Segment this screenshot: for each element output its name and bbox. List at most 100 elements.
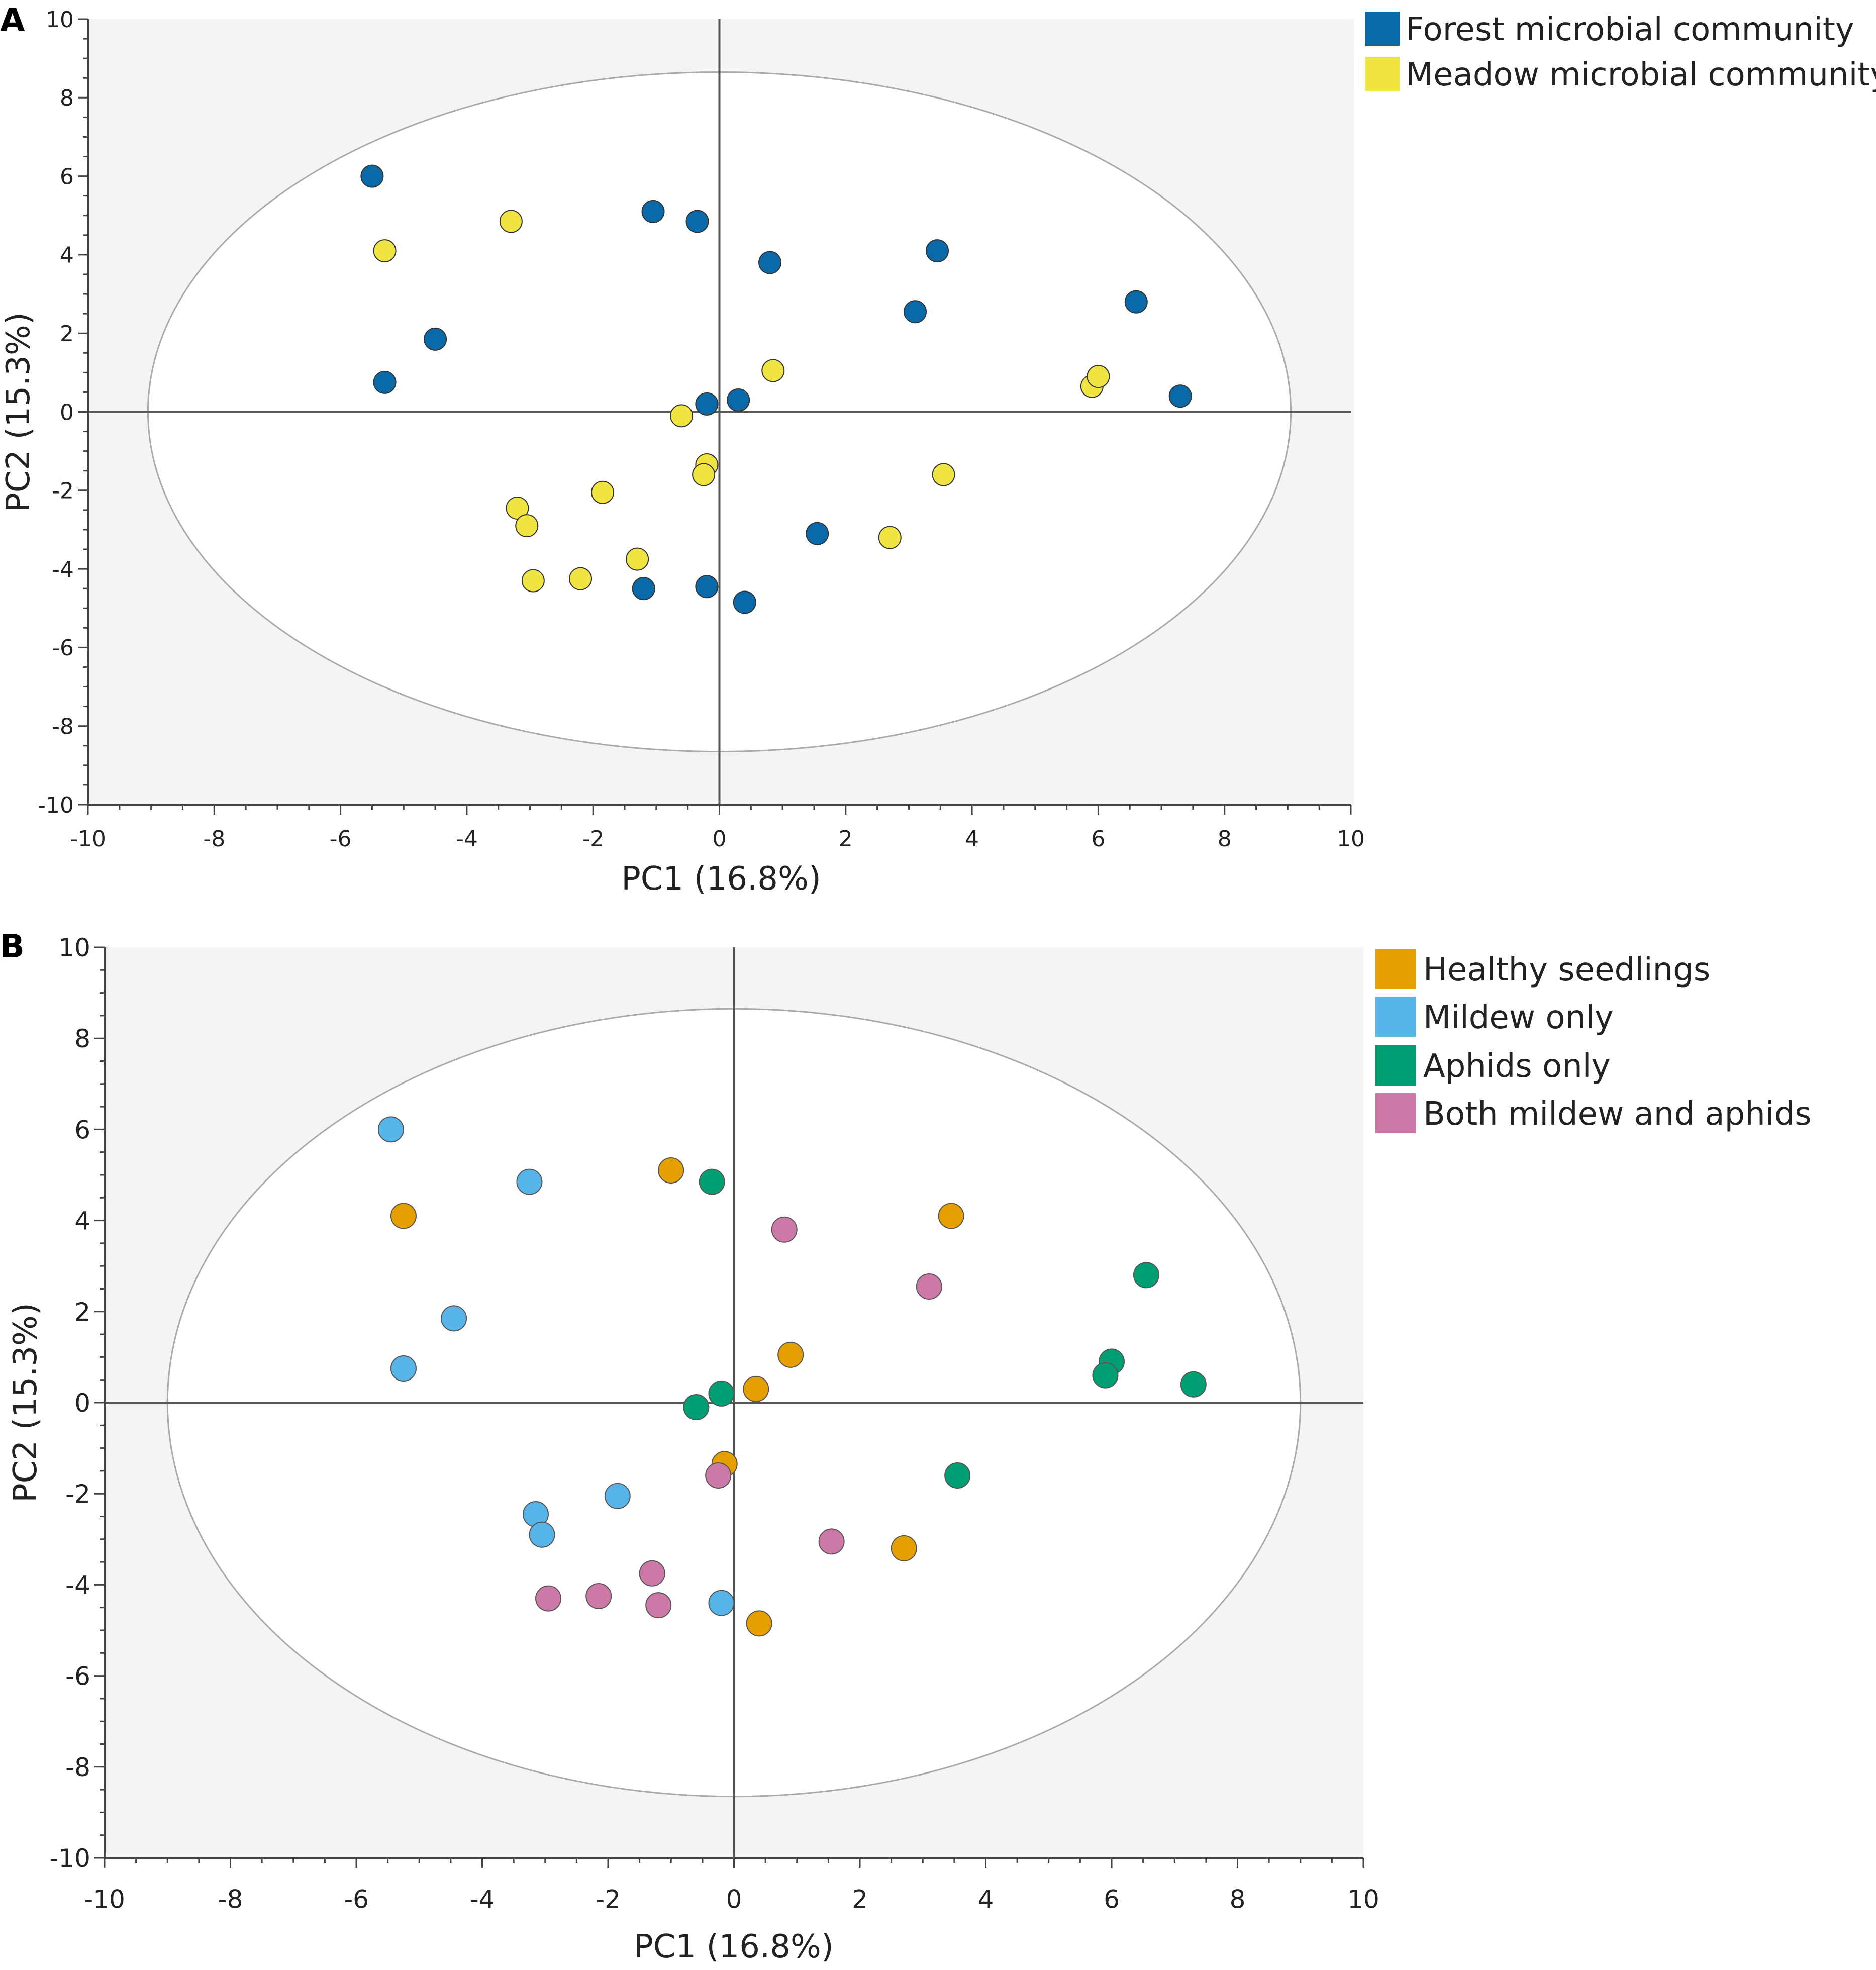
panel-b-point-mildew-only — [604, 1483, 631, 1509]
legend-swatch-meadow — [1365, 57, 1400, 91]
panel-a-point-meadow-microbial-community — [591, 480, 615, 504]
panel-a-point-meadow-microbial-community — [878, 526, 902, 549]
legend-label-aphids: Aphids only — [1423, 1048, 1610, 1085]
legend-swatch-mildew — [1375, 997, 1416, 1037]
panel-a-y-tick-label: 2 — [60, 321, 74, 347]
panel-a-point-meadow-microbial-community — [521, 569, 545, 593]
panel-b-x-tick-label: -10 — [84, 1885, 125, 1914]
panel-a-x-tick-label: -2 — [582, 826, 604, 852]
panel-a-y-tick-label: -10 — [38, 793, 74, 818]
panel-b-point-both-mildew-and-aphids — [645, 1592, 672, 1619]
panel-b-point-mildew-only — [390, 1355, 417, 1382]
panel-a-point-meadow-microbial-community — [569, 567, 593, 590]
panel-a-points — [360, 164, 1192, 614]
panel-b-point-healthy-seedlings — [746, 1610, 772, 1637]
panel-a-x-tick-label: 8 — [1218, 826, 1232, 852]
panel-b-y-tick-label: -10 — [49, 1844, 90, 1873]
panel-b: B -10 -8 -6 -4 -2 0 2 4 6 8 10 10 8 6 4 2 0 -2 -4 -6 -8 -10 P… — [0, 928, 1812, 1965]
legend-swatch-healthy — [1375, 949, 1416, 989]
panel-b-x-tick-label: 4 — [978, 1885, 994, 1914]
panel-b-point-both-mildew-and-aphids — [771, 1216, 798, 1243]
panel-a-point-forest-microbial-community — [1168, 384, 1192, 408]
panel-a-point-meadow-microbial-community — [761, 359, 785, 382]
panel-a-y-tick-label: 0 — [60, 400, 74, 425]
panel-b-point-healthy-seedlings — [938, 1203, 964, 1229]
panel-b-x-tick-label: -8 — [218, 1885, 243, 1914]
panel-a-point-forest-microbial-community — [632, 577, 655, 601]
panel-a: A -10 -8 -6 -4 -2 0 2 4 6 8 10 10 8 6 4 2 0 -2 -4 -6 -8 -10 P… — [0, 2, 1876, 898]
panel-a-point-forest-microbial-community — [373, 370, 397, 394]
panel-b-point-aphids-only — [699, 1168, 725, 1195]
panel-b-point-mildew-only — [708, 1590, 735, 1616]
panel-a-point-meadow-microbial-community — [1087, 365, 1110, 388]
panel-b-x-tick-label: -4 — [470, 1885, 495, 1914]
panel-a-point-forest-microbial-community — [925, 239, 949, 263]
panel-a-point-forest-microbial-community — [424, 327, 447, 351]
panel-b-x-tick-label: 2 — [852, 1885, 868, 1914]
panel-b-point-mildew-only — [377, 1116, 404, 1143]
panel-b-point-mildew-only — [441, 1305, 467, 1332]
panel-a-x-tick-label: 10 — [1337, 826, 1365, 852]
panel-a-y-tick-label: -4 — [52, 557, 74, 582]
panel-a-point-forest-microbial-community — [733, 590, 756, 614]
panel-b-x-tick-label: 0 — [726, 1885, 742, 1914]
panel-a-point-meadow-microbial-community — [373, 239, 397, 263]
legend-label-meadow: Meadow microbial community — [1406, 56, 1876, 93]
panel-b-point-both-mildew-and-aphids — [705, 1462, 732, 1489]
legend-label-forest: Forest microbial community — [1406, 11, 1854, 48]
panel-a-point-forest-microbial-community — [758, 251, 782, 274]
panel-b-x-axis-title: PC1 (16.8%) — [634, 1928, 834, 1965]
panel-a-axes: -10 -8 -6 -4 -2 0 2 4 6 8 10 10 8 6 4 2 0 -2 -4 -6 -8 -10 — [38, 7, 1365, 852]
panel-a-x-tick-label: -8 — [203, 826, 225, 852]
legend-swatch-forest — [1365, 12, 1400, 46]
panel-a-letter: A — [0, 2, 25, 39]
panel-b-y-tick-label: -8 — [65, 1753, 90, 1782]
panel-b-y-tick-label: 0 — [74, 1389, 90, 1418]
panel-a-y-tick-label: 6 — [60, 164, 74, 189]
panel-a-point-meadow-microbial-community — [626, 547, 649, 571]
panel-b-point-both-mildew-and-aphids — [916, 1273, 942, 1300]
panel-a-x-tick-label: 6 — [1091, 826, 1105, 852]
panel-b-point-healthy-seedlings — [777, 1341, 804, 1368]
panel-a-legend: Forest microbial community Meadow microb… — [1365, 11, 1876, 93]
panel-b-reference-lines — [105, 947, 1363, 1858]
panel-a-y-tick-label: -8 — [52, 714, 74, 740]
panel-b-x-tick-label: 10 — [1347, 1885, 1379, 1914]
panel-b-point-healthy-seedlings — [658, 1157, 684, 1184]
panel-a-point-forest-microbial-community — [695, 392, 719, 416]
panel-b-point-aphids-only — [1133, 1262, 1159, 1289]
panel-b-y-tick-label: 8 — [74, 1024, 90, 1053]
panel-a-point-forest-microbial-community — [685, 210, 709, 233]
panel-b-x-tick-label: 8 — [1230, 1885, 1246, 1914]
panel-b-point-both-mildew-and-aphids — [585, 1583, 612, 1610]
panel-a-x-tick-label: -6 — [330, 826, 352, 852]
panel-a-point-meadow-microbial-community — [499, 210, 523, 233]
panel-a-point-meadow-microbial-community — [670, 404, 694, 428]
panel-a-reference-lines — [88, 19, 1351, 805]
panel-a-x-tick-label: 2 — [839, 826, 853, 852]
panel-b-point-mildew-only — [529, 1521, 555, 1548]
panel-b-y-axis-title: PC2 (15.3%) — [7, 1303, 44, 1503]
panel-a-y-axis-title: PC2 (15.3%) — [0, 312, 37, 512]
panel-b-points — [377, 1116, 1207, 1637]
panel-a-x-tick-label: -4 — [456, 826, 478, 852]
panel-b-point-aphids-only — [1180, 1371, 1207, 1398]
panel-b-point-healthy-seedlings — [390, 1203, 417, 1229]
panel-a-point-meadow-microbial-community — [692, 463, 716, 486]
panel-a-y-tick-label: 8 — [60, 85, 74, 111]
legend-label-mildew: Mildew only — [1423, 999, 1614, 1036]
panel-b-axes: -10 -8 -6 -4 -2 0 2 4 6 8 10 10 8 6 4 2 0 -2 -4 -6 -8 -10 — [49, 933, 1379, 1914]
legend-label-both: Both mildew and aphids — [1423, 1096, 1812, 1133]
panel-b-y-tick-label: -6 — [65, 1662, 90, 1691]
panel-b-y-tick-label: -2 — [65, 1480, 90, 1509]
panel-a-x-tick-label: -10 — [70, 826, 106, 852]
panel-b-point-aphids-only — [683, 1394, 710, 1421]
panel-a-point-forest-microbial-community — [360, 164, 384, 188]
panel-a-x-axis-title: PC1 (16.8%) — [621, 860, 821, 898]
panel-b-legend: Healthy seedlings Mildew only Aphids onl… — [1375, 949, 1812, 1133]
panel-b-x-tick-label: -2 — [596, 1885, 621, 1914]
panel-a-y-tick-label: -2 — [52, 478, 74, 504]
panel-b-point-aphids-only — [944, 1462, 971, 1489]
panel-b-y-tick-label: 4 — [74, 1207, 90, 1236]
